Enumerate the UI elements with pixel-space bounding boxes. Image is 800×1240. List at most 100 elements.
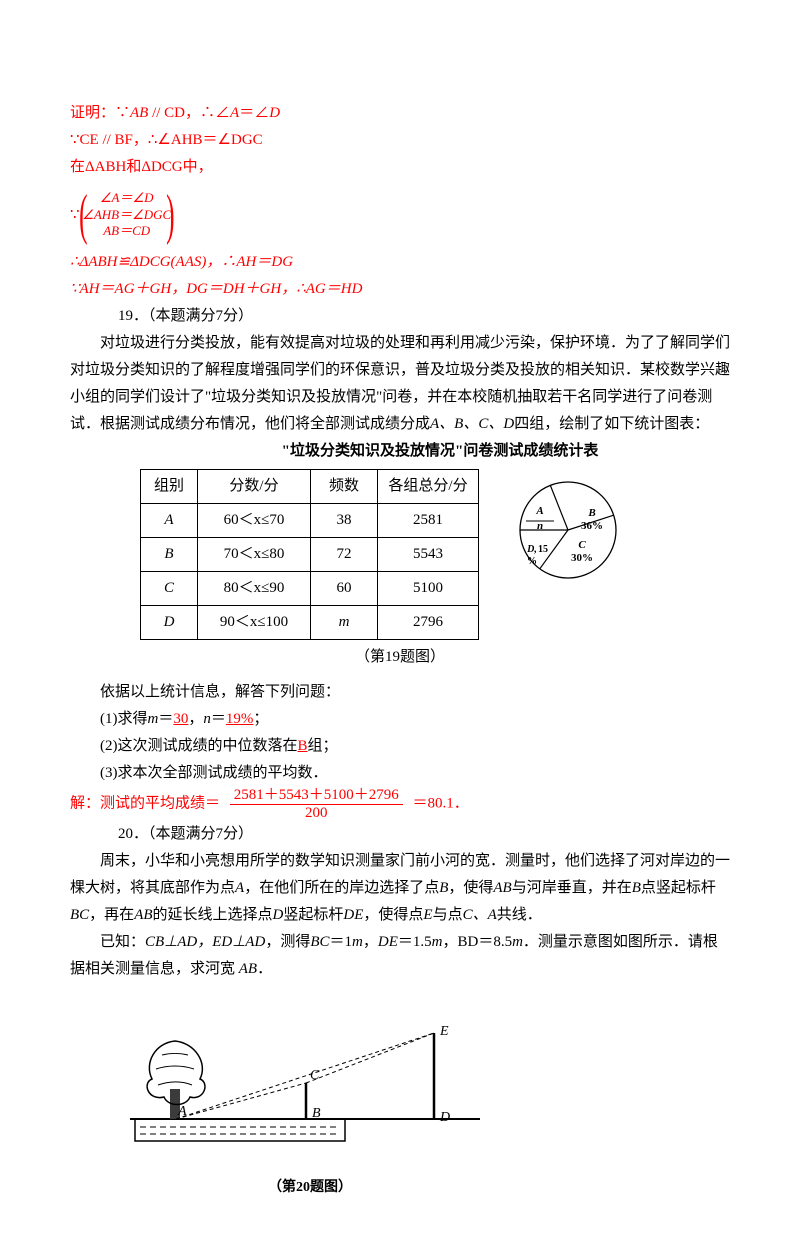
t: ，BD＝8.5 (442, 934, 512, 950)
td: 72 (311, 538, 378, 572)
table-chart-row: 组别 分数/分 频数 各组总分/分 A 60＜x≤70 38 2581 B 70… (70, 469, 730, 640)
td: 2581 (378, 504, 479, 538)
q19-answer: 解：测试的平均成绩＝ 2581＋5543＋5100＋2796 200 ＝80.1… (70, 787, 730, 821)
t: 证明：∵ (70, 105, 130, 121)
th: 频数 (311, 470, 378, 504)
t: B (439, 880, 448, 896)
sight-ce (306, 1033, 434, 1083)
t: 点竖起标杆 (641, 880, 716, 896)
t: AB (130, 105, 148, 121)
td: 5100 (378, 572, 479, 606)
pie-svg: A n B 36% C 30% D, 15 % (503, 475, 633, 585)
td: B (141, 538, 198, 572)
label-c: C (310, 1068, 320, 1083)
t: 组； (308, 738, 338, 754)
brace-row: ∠A＝∠D (82, 190, 171, 207)
td: 5543 (378, 538, 479, 572)
q19-body-1: 对垃圾进行分类投放，能有效提高对垃圾的处理和再利用减少污染，保护环境．为了了解同… (70, 330, 730, 438)
q20-diagram: A B C D E （第20题图） (120, 993, 730, 1200)
td: m (339, 614, 350, 630)
tree-detail (156, 1054, 194, 1086)
t: E (423, 907, 432, 923)
label-d: D (439, 1110, 450, 1125)
t: // CD，∴∠ (148, 105, 230, 121)
t: CB⊥AD，ED⊥AD (145, 934, 265, 950)
t: m (352, 934, 363, 950)
stats-table: 组别 分数/分 频数 各组总分/分 A 60＜x≤70 38 2581 B 70… (140, 469, 479, 640)
t: AB (134, 907, 152, 923)
pie-label-n: n (537, 520, 543, 532)
td: 60 (311, 572, 378, 606)
t: m (432, 934, 443, 950)
t: (1)求得 (100, 711, 148, 727)
td: 70＜x≤80 (198, 538, 311, 572)
t: 四组，绘制了如下统计图表： (514, 416, 709, 432)
pie-label-c1: C (578, 539, 586, 551)
table-row: A 60＜x≤70 38 2581 (141, 504, 479, 538)
pie-label-a: A (535, 505, 543, 517)
proof-line-1: 证明：∵AB // CD，∴∠A＝∠D (70, 100, 730, 127)
t: 的延长线上选择点 (153, 907, 273, 923)
t: D (269, 105, 280, 121)
proof-line-2: ∵CE // BF，∴∠AHB＝∠DGC (70, 127, 730, 154)
q20-diagram-caption: （第20题图） (120, 1175, 500, 1200)
t: (2)这次测试成绩的中位数落在 (100, 738, 298, 754)
fraction: 2581＋5543＋5100＋2796 200 (230, 787, 403, 821)
t: ＝∠ (239, 105, 269, 121)
t: B (632, 880, 641, 896)
frac-den: 200 (230, 805, 403, 822)
t: ，使得点 (363, 907, 423, 923)
q19-sub2: (2)这次测试成绩的中位数落在B组； (70, 733, 730, 760)
label-a: A (177, 1104, 187, 1119)
q19-caption: （第19题图） (70, 644, 730, 671)
frac-num: 2581＋5543＋5100＋2796 (230, 787, 403, 805)
proof-line-5: ∴ΔABH≌ΔDCG(AAS)，∴AH＝DG (70, 249, 730, 276)
td: 90＜x≤100 (198, 606, 311, 640)
proof-brace: ∵ ( ∠A＝∠D ∠AHB＝∠DGC AB＝CD ) (70, 187, 730, 243)
t: BC (310, 934, 329, 950)
brace-row: AB＝CD (82, 223, 171, 240)
t: n (203, 711, 211, 727)
th: 各组总分/分 (378, 470, 479, 504)
table-title: "垃圾分类知识及投放情况"问卷测试成绩统计表 (150, 438, 730, 465)
t: 与点 (433, 907, 463, 923)
t: ， (363, 934, 378, 950)
t: 解：测试的平均成绩＝ (70, 795, 220, 811)
brace-left: ( (79, 187, 87, 243)
t: 与河岸垂直，并在 (512, 880, 632, 896)
river-bank (135, 1119, 345, 1141)
t: DE (343, 907, 363, 923)
pie-chart: A n B 36% C 30% D, 15 % (503, 475, 633, 595)
q20-number: 20．（本题满分7分） (70, 821, 730, 848)
proof-line-6: ∵AH＝AG＋GH，DG＝DH＋GH，∴AG＝HD (70, 276, 730, 303)
sight-ac (176, 1083, 306, 1119)
t: m (148, 711, 159, 727)
pie-label-c2: 30% (571, 552, 593, 564)
brace-body: ∠A＝∠D ∠AHB＝∠DGC AB＝CD (82, 190, 171, 241)
t: m (512, 934, 523, 950)
q19-number: 19．（本题满分7分） (70, 303, 730, 330)
page-root: 证明：∵AB // CD，∴∠A＝∠D ∵CE // BF，∴∠AHB＝∠DGC… (0, 0, 800, 1240)
t: C、A (463, 907, 497, 923)
answer-m: 30 (173, 711, 188, 727)
answer-n: 19% (226, 711, 254, 727)
t: ， (188, 711, 203, 727)
th: 组别 (141, 470, 198, 504)
label-b: B (312, 1106, 321, 1121)
t: BC (70, 907, 89, 923)
td: 38 (311, 504, 378, 538)
t: A、B、C、D (430, 416, 514, 432)
td: 2796 (378, 606, 479, 640)
t: 已知： (100, 934, 145, 950)
t: A (235, 880, 244, 896)
th: 分数/分 (198, 470, 311, 504)
brace-row: ∠AHB＝∠DGC (82, 207, 171, 224)
table-row: C 80＜x≤90 60 5100 (141, 572, 479, 606)
table-row: D 90＜x≤100 m 2796 (141, 606, 479, 640)
t: ，在他们所在的岸边选择了点 (244, 880, 439, 896)
pie-label-d1: D, (526, 544, 537, 555)
td: D (141, 606, 198, 640)
t: ＝80.1． (413, 795, 469, 811)
t: ，再在 (89, 907, 134, 923)
brace-right: ) (166, 187, 174, 243)
